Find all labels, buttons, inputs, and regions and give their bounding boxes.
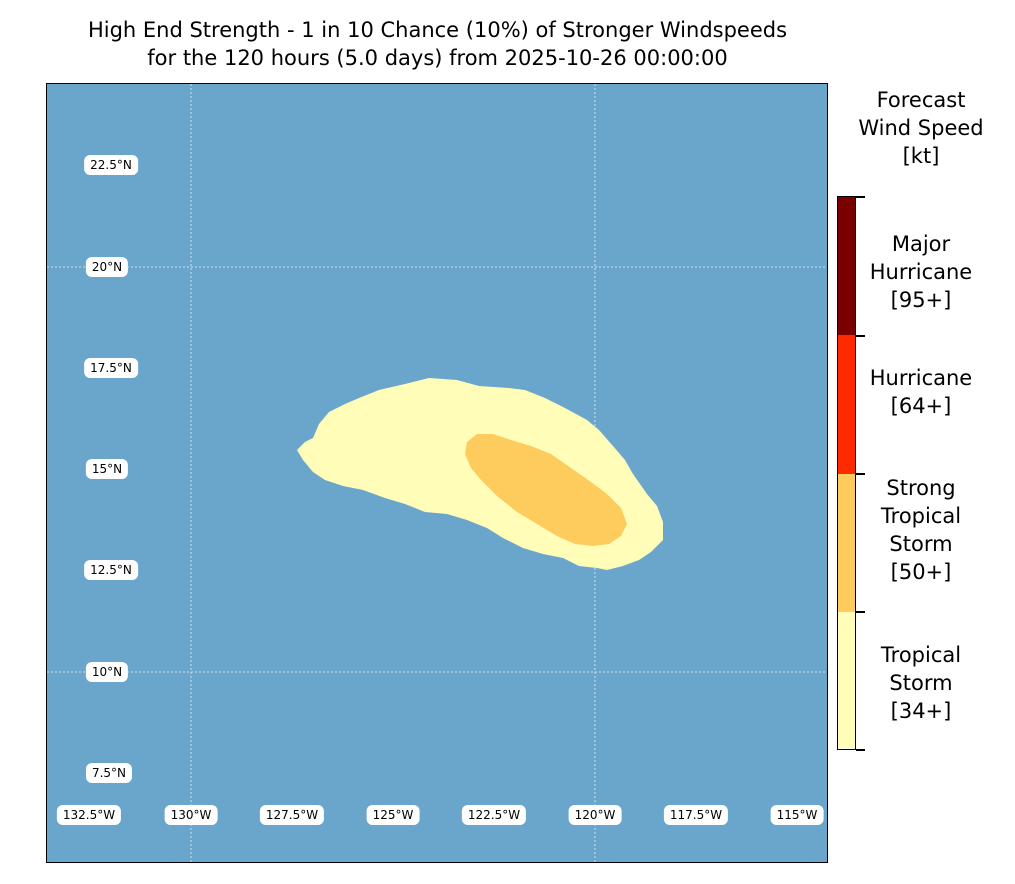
lon-label-122-5w: 122.5°W — [461, 805, 527, 825]
colorbar-segment-hurricane — [838, 335, 855, 474]
label-line: [64+] — [890, 394, 952, 418]
label-line: Storm — [889, 532, 953, 556]
lat-label-20n: 20°N — [85, 257, 129, 277]
strong-tropical-storm-region — [465, 434, 627, 546]
lon-label-117-5w: 117.5°W — [663, 805, 729, 825]
lon-label-115w: 115°W — [770, 805, 824, 825]
label-line: Storm — [889, 671, 953, 695]
colorbar-tick — [856, 611, 865, 613]
lat-label-12-5n: 12.5°N — [84, 560, 138, 580]
lat-label-15n: 15°N — [85, 459, 129, 479]
colorbar-title-line: Forecast — [876, 88, 966, 112]
colorbar — [837, 196, 856, 750]
colorbar-segment-tropical-storm — [838, 612, 855, 748]
map-svg — [47, 84, 827, 862]
lon-label-127-5w: 127.5°W — [259, 805, 325, 825]
lon-label-130w: 130°W — [164, 805, 218, 825]
map-panel[interactable]: 22.5°N 20°N 17.5°N 15°N 12.5°N 10°N 7.5°… — [46, 83, 828, 863]
title-line-1: High End Strength - 1 in 10 Chance (10%)… — [87, 18, 788, 42]
colorbar-tick — [856, 196, 865, 198]
lat-label-17-5n: 17.5°N — [84, 358, 138, 378]
title-line-2: for the 120 hours (5.0 days) from 2025-1… — [147, 46, 728, 70]
label-line: Tropical — [880, 643, 962, 667]
lon-label-132-5w: 132.5°W — [56, 805, 122, 825]
colorbar-tick — [856, 335, 865, 337]
label-line: [50+] — [890, 560, 952, 584]
label-line: [95+] — [890, 288, 952, 312]
colorbar-label-strong-tropical-storm: Strong Tropical Storm [50+] — [852, 474, 990, 586]
colorbar-title-line: [kt] — [902, 144, 940, 168]
lon-label-120w: 120°W — [568, 805, 622, 825]
label-line: Strong — [886, 476, 956, 500]
colorbar-title-line: Wind Speed — [858, 116, 984, 140]
colorbar-label-major-hurricane: Major Hurricane [95+] — [852, 230, 990, 314]
label-line: Hurricane — [869, 366, 973, 390]
colorbar-tick — [856, 473, 865, 475]
lat-label-22-5n: 22.5°N — [84, 155, 138, 175]
lat-label-7-5n: 7.5°N — [85, 763, 133, 783]
colorbar-segment-major-hurricane — [838, 197, 855, 335]
colorbar-title: Forecast Wind Speed [kt] — [840, 86, 1002, 170]
colorbar-label-tropical-storm: Tropical Storm [34+] — [852, 641, 990, 725]
colorbar-label-hurricane: Hurricane [64+] — [852, 364, 990, 420]
label-line: Major — [891, 232, 951, 256]
lat-label-10n: 10°N — [85, 662, 129, 682]
label-line: Tropical — [880, 504, 962, 528]
label-line: [34+] — [890, 699, 952, 723]
lon-label-125w: 125°W — [366, 805, 420, 825]
colorbar-segment-strong-tropical-storm — [838, 474, 855, 612]
map-title: High End Strength - 1 in 10 Chance (10%)… — [0, 16, 875, 72]
label-line: Hurricane — [869, 260, 973, 284]
colorbar-tick — [856, 749, 865, 751]
